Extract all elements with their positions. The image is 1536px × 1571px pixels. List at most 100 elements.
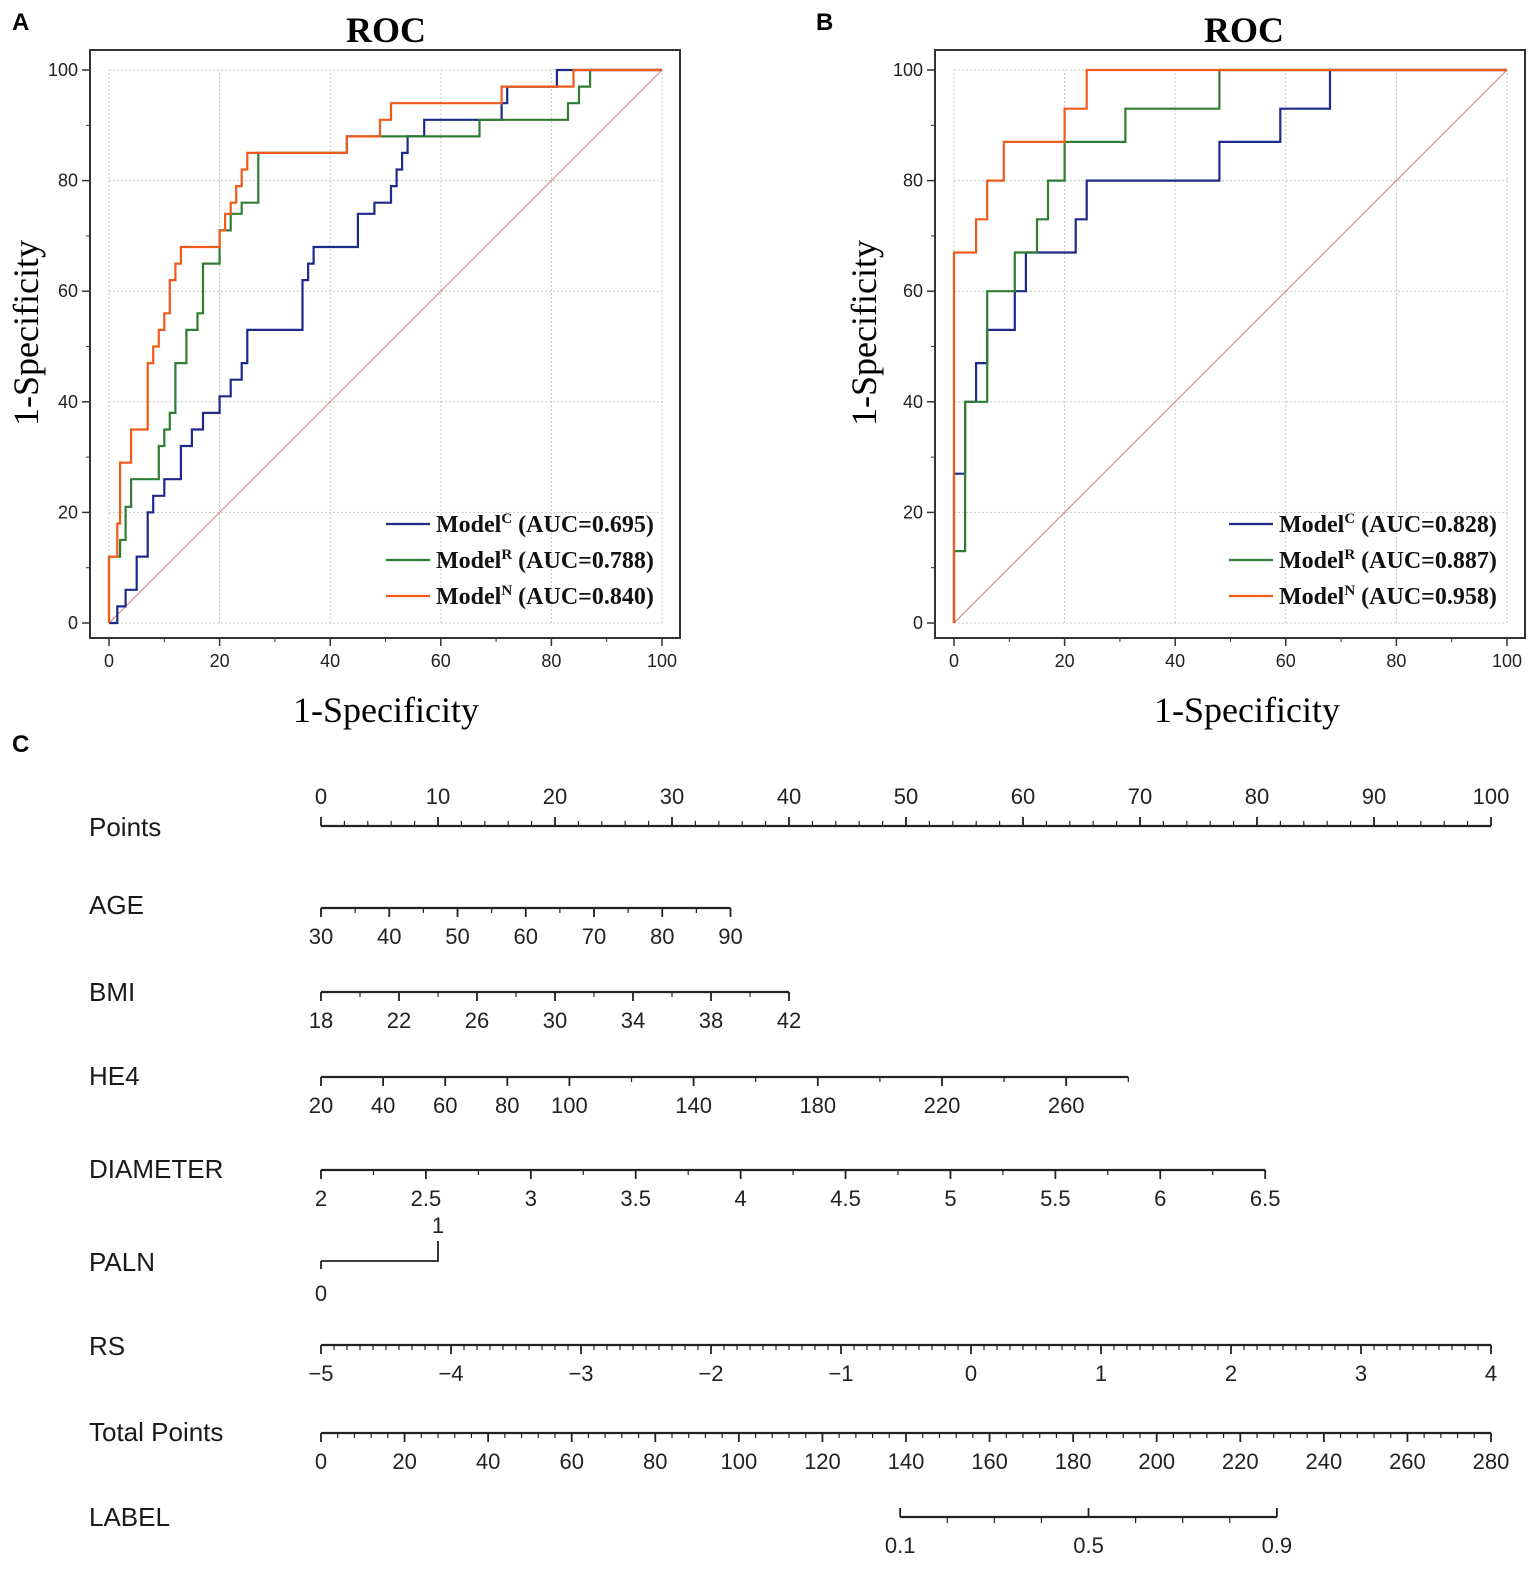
axis-tick-label: 70 bbox=[1128, 784, 1152, 809]
y-tick-label-b: 100 bbox=[893, 60, 923, 80]
axis-tick-label: 1 bbox=[1095, 1361, 1107, 1386]
row-label: PALN bbox=[89, 1247, 155, 1277]
chart-title-a: ROC bbox=[346, 10, 426, 50]
row-label: Total Points bbox=[89, 1417, 223, 1447]
axis-tick-label: 160 bbox=[971, 1449, 1008, 1474]
axis-tick-label: 0 bbox=[315, 1449, 327, 1474]
axis-tick-label: 50 bbox=[894, 784, 918, 809]
y-tick-label-a: 100 bbox=[48, 60, 78, 80]
axis-tick-label: 80 bbox=[650, 924, 674, 949]
x-tick-label-b: 100 bbox=[1492, 651, 1522, 671]
row-label: BMI bbox=[89, 977, 135, 1007]
reference-diagonal-b bbox=[953, 69, 1508, 624]
axis-tick-label: 10 bbox=[426, 784, 450, 809]
legend-label-n-b: ModelN (AUC=0.958) bbox=[1279, 583, 1497, 610]
axis-tick-label: 0.9 bbox=[1262, 1533, 1293, 1558]
axis-tick-label: 0 bbox=[965, 1361, 977, 1386]
x-axis-label-a: 1-Specificity bbox=[293, 690, 479, 730]
paln-axis bbox=[321, 1241, 439, 1262]
panel-label-a: A bbox=[12, 9, 29, 36]
axis-tick-label: 2 bbox=[315, 1186, 327, 1211]
ticks-a: 0 20 40 60 80 100 0 20 40 60 80 100 bbox=[48, 60, 677, 671]
x-tick-label-b: 0 bbox=[949, 651, 959, 671]
axis-tick-label: 90 bbox=[718, 924, 742, 949]
axis-tick-label: 40 bbox=[777, 784, 801, 809]
x-tick-label-a: 20 bbox=[210, 651, 230, 671]
axis-tick-label: 260 bbox=[1389, 1449, 1426, 1474]
axis-tick-label: 18 bbox=[309, 1008, 333, 1033]
axis-tick-label: 0 bbox=[315, 1281, 327, 1306]
y-tick-label-b: 0 bbox=[913, 613, 923, 633]
roc-line-n-a bbox=[107, 68, 662, 623]
reference-line-b bbox=[953, 69, 1508, 624]
axis-tick-label: 140 bbox=[888, 1449, 925, 1474]
axis-tick-label: 22 bbox=[387, 1008, 411, 1033]
y-tick-label-b: 80 bbox=[903, 171, 923, 191]
axis-tick-label: 100 bbox=[1473, 784, 1510, 809]
axis-tick-label: 0.5 bbox=[1073, 1533, 1104, 1558]
axis-tick-label: 2.5 bbox=[411, 1186, 442, 1211]
axis-tick-label: 80 bbox=[1245, 784, 1269, 809]
axis-tick-label: 220 bbox=[1222, 1449, 1259, 1474]
axis-tick-label: 20 bbox=[392, 1449, 416, 1474]
axis-tick-label: 34 bbox=[621, 1008, 645, 1033]
axis-tick-label: 1 bbox=[432, 1213, 444, 1238]
axis-tick-label: 38 bbox=[699, 1008, 723, 1033]
y-axis-label-a: 1-Specificity bbox=[6, 240, 46, 426]
legend-label-n-a: ModelN (AUC=0.840) bbox=[436, 583, 654, 610]
axis-tick-label: 220 bbox=[924, 1093, 961, 1118]
axis-tick-label: 3 bbox=[1355, 1361, 1367, 1386]
axis-tick-label: 80 bbox=[643, 1449, 667, 1474]
axis-tick-label: 50 bbox=[445, 924, 469, 949]
y-tick-label-b: 20 bbox=[903, 502, 923, 522]
roc-line-n-b bbox=[952, 68, 1507, 623]
roc-panel-a: ROC 0 20 40 60 80 100 0 20 40 60 80 100 1-Specifici… bbox=[6, 10, 681, 730]
row-label: Points bbox=[89, 812, 161, 842]
axis-tick-label: 6.5 bbox=[1250, 1186, 1281, 1211]
legend-label-c-a: ModelC (AUC=0.695) bbox=[436, 511, 654, 538]
axis-tick-label: 26 bbox=[465, 1008, 489, 1033]
y-tick-label-a: 60 bbox=[58, 281, 78, 301]
reference-diagonal-a bbox=[108, 69, 663, 624]
axis-tick-label: 3.5 bbox=[620, 1186, 651, 1211]
y-tick-label-a: 20 bbox=[58, 502, 78, 522]
row-label: AGE bbox=[89, 890, 144, 920]
x-tick-label-a: 80 bbox=[541, 651, 561, 671]
axis-tick-label: 30 bbox=[660, 784, 684, 809]
axis-tick-label: 90 bbox=[1362, 784, 1386, 809]
axis-tick-label: 4 bbox=[735, 1186, 747, 1211]
series-a bbox=[107, 68, 662, 625]
axis-tick-label: 42 bbox=[777, 1008, 801, 1033]
axis-tick-label: −5 bbox=[308, 1361, 333, 1386]
axis-tick-label: 4.5 bbox=[830, 1186, 861, 1211]
axis-tick-label: 3 bbox=[525, 1186, 537, 1211]
axis-tick-label: 0.1 bbox=[885, 1533, 916, 1558]
axis-tick-label: 120 bbox=[804, 1449, 841, 1474]
y-tick-label-a: 40 bbox=[58, 392, 78, 412]
grid-b bbox=[953, 69, 1508, 624]
legend-label-r-b: ModelR (AUC=0.887) bbox=[1279, 547, 1497, 574]
axis-tick-label: −4 bbox=[438, 1361, 463, 1386]
axis-tick-label: 60 bbox=[433, 1093, 457, 1118]
axis-tick-label: 140 bbox=[675, 1093, 712, 1118]
y-tick-label-b: 60 bbox=[903, 281, 923, 301]
y-axis-label-b: 1-Specificity bbox=[844, 240, 884, 426]
legend-label-r-a: ModelR (AUC=0.788) bbox=[436, 547, 654, 574]
axis-tick-label: 5 bbox=[944, 1186, 956, 1211]
axis-tick-label: −3 bbox=[568, 1361, 593, 1386]
axis-tick-label: 6 bbox=[1154, 1186, 1166, 1211]
axis-tick-label: 20 bbox=[543, 784, 567, 809]
chart-title-b: ROC bbox=[1204, 10, 1284, 50]
x-tick-label-b: 80 bbox=[1386, 651, 1406, 671]
axis-tick-label: 40 bbox=[371, 1093, 395, 1118]
axis-tick-label: 100 bbox=[720, 1449, 757, 1474]
reference-line-a bbox=[108, 69, 663, 624]
axis-tick-label: 60 bbox=[559, 1449, 583, 1474]
x-tick-label-b: 20 bbox=[1055, 651, 1075, 671]
axis-tick-label: 180 bbox=[799, 1093, 836, 1118]
row-label: HE4 bbox=[89, 1061, 140, 1091]
roc-line-r-a bbox=[107, 68, 662, 623]
legend-b: ModelC (AUC=0.828) ModelR (AUC=0.887) Mode… bbox=[1229, 511, 1497, 610]
axis-tick-label: 2 bbox=[1225, 1361, 1237, 1386]
